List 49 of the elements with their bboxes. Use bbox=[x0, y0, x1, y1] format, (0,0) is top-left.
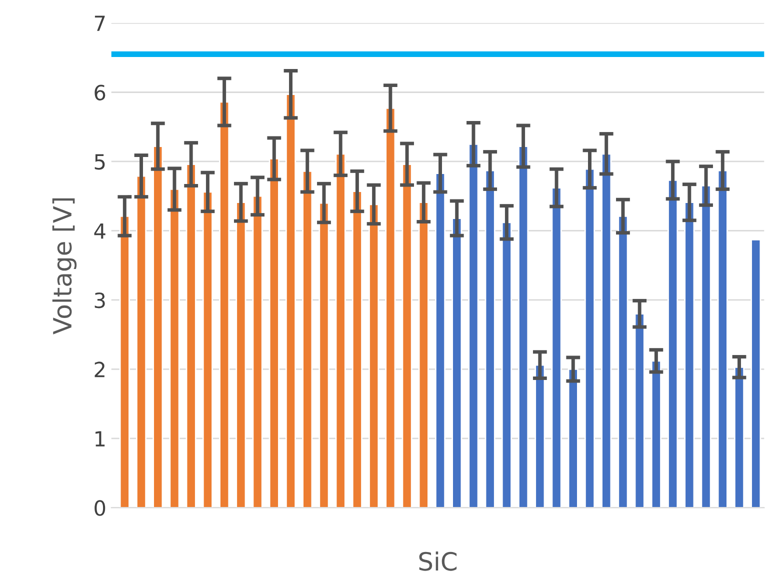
bar bbox=[568, 368, 578, 508]
bar bbox=[186, 164, 196, 508]
bar bbox=[402, 164, 412, 508]
x-axis-title: SiC bbox=[419, 551, 457, 571]
bar bbox=[468, 143, 479, 508]
bar bbox=[352, 190, 362, 508]
y-tick-label: 1 bbox=[96, 431, 105, 446]
bar bbox=[236, 202, 246, 508]
y-tick-label: 3 bbox=[94, 292, 105, 308]
bar bbox=[452, 218, 462, 508]
y-tick-label: 2 bbox=[94, 362, 104, 378]
bar bbox=[618, 216, 628, 508]
bar bbox=[202, 191, 213, 508]
bar bbox=[268, 158, 280, 508]
bar bbox=[152, 146, 164, 508]
bar bbox=[700, 185, 712, 508]
bar bbox=[584, 168, 596, 508]
y-axis-title: Voltage [V] bbox=[52, 198, 77, 334]
bar bbox=[136, 175, 147, 508]
bar bbox=[650, 360, 662, 508]
bar bbox=[335, 153, 346, 508]
bar bbox=[368, 204, 380, 508]
bar bbox=[750, 239, 762, 508]
bar bbox=[501, 222, 512, 508]
bar bbox=[219, 101, 230, 508]
y-tick-label: 0 bbox=[94, 500, 106, 516]
bar bbox=[684, 202, 695, 508]
bar bbox=[717, 170, 728, 508]
bar bbox=[634, 313, 645, 508]
bar bbox=[484, 170, 496, 508]
bar bbox=[302, 170, 313, 508]
bar bbox=[119, 216, 130, 508]
bar bbox=[318, 202, 330, 508]
y-tick-label: 6 bbox=[94, 84, 106, 100]
bar bbox=[385, 107, 396, 508]
y-tick-label: 7 bbox=[94, 16, 105, 31]
y-tick-label: 4 bbox=[94, 223, 106, 239]
bar bbox=[601, 153, 612, 508]
bar bbox=[285, 94, 296, 508]
bar bbox=[534, 364, 546, 508]
bar bbox=[252, 195, 263, 508]
bar bbox=[734, 366, 745, 508]
bar bbox=[434, 172, 446, 508]
y-tick-label: 5 bbox=[94, 154, 105, 170]
bar bbox=[668, 179, 678, 508]
bar bbox=[169, 188, 180, 508]
bar bbox=[518, 146, 529, 508]
bar bbox=[418, 202, 429, 508]
bar bbox=[551, 187, 562, 508]
